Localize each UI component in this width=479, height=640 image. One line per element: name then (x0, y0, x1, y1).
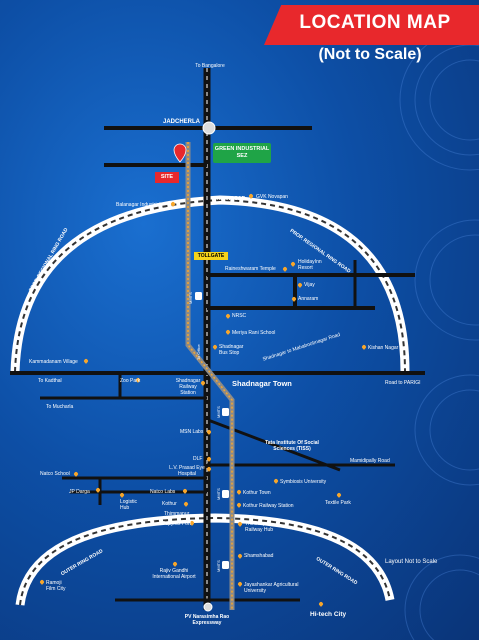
tiss-label: Tata Institute Of Social Sciences (TISS) (265, 440, 319, 452)
gvk-label: GVK Novapan (256, 194, 288, 200)
mmts-label-2: MMTS (216, 406, 221, 418)
mamidipally-road-label: Mamidipally Road (350, 458, 390, 464)
symbiosis-label: Symbiosis University (280, 479, 327, 485)
site-badge: SITE (155, 172, 179, 183)
natco-school-label: Natco School (40, 471, 70, 477)
nrsc-label: NRSC (232, 313, 247, 319)
tollgate-badge: TOLLGATE (194, 252, 228, 260)
holidayinn-label: HolidayInn Resort (298, 259, 322, 271)
to-kadthal-label: To Kadthal (38, 378, 62, 384)
annaram-label: Annaram (298, 296, 319, 302)
jadcherla-junction (202, 121, 216, 135)
natco-labs-label: Natco Labs (150, 489, 176, 495)
decorative-rings (399, 29, 479, 640)
thimmapur-hub-label: Thimmapur Railway Hub (245, 521, 274, 533)
footnote: Layout Not to Scale (385, 559, 438, 565)
title-banner (264, 5, 479, 45)
kothur-town-label: Kothur Town (243, 490, 271, 496)
regional-ring-road-dash (14, 198, 406, 373)
train-icons (195, 292, 229, 569)
to-parigi-label: Road to PARIGI (385, 380, 421, 386)
green-sez-badge: GREEN INDUSTRIAL SEZ (213, 143, 271, 163)
mmts-label-4: MMTS (216, 560, 221, 572)
map-title: LOCATION MAP (299, 12, 451, 33)
vijay-label: Vijay (304, 282, 315, 288)
mmts-label-1: MMTS (188, 292, 193, 304)
airport-label: Rajiv Gandhi International Airport (152, 568, 196, 580)
kothur-label: Kothur (162, 501, 177, 507)
thimmapur-label: Thimmapur (164, 511, 190, 517)
bus-stop-label: Shadnagar Bus Stop (219, 344, 244, 356)
shadnagar-town-label: Shadnagar Town (232, 379, 292, 388)
raineshwaram-label: Raineshwaram Temple (225, 266, 276, 272)
kothur-railway-label: Kothur Railway Station (243, 503, 294, 509)
kammadanam-label: Kammadanam Village (29, 359, 78, 365)
jayashankar-label: Jayashankar Agricultural University (244, 582, 299, 594)
jp-darga-label: JP Darga (69, 489, 90, 495)
map-subtitle: (Not to Scale) (318, 46, 422, 63)
balanagar-industrial-label: Balanagar Industrial (116, 202, 161, 208)
expressway-junction (203, 602, 213, 612)
highway-bottom-label: PV Narasimha Rao Expressway (184, 614, 230, 626)
railway (185, 142, 235, 610)
meriya-label: Meriya Rani School (232, 330, 276, 336)
msn-labs-label: MSN Labs (180, 429, 204, 435)
shamshabad-label: Shamshabad (244, 553, 274, 559)
ramoji-label: Ramoji Film City (46, 580, 66, 592)
dlf-label: DLF (193, 456, 203, 462)
zoo-park-label: Zoo Park (120, 378, 141, 384)
papyrus-label: Papyrus Port (162, 521, 191, 527)
logistic-hub-label: Logistic Hub (120, 499, 137, 511)
lv-prasad-label: L.V. Prasad Eye Hospital (169, 465, 205, 477)
outer-ring-road-dash (19, 516, 391, 606)
textile-park-label: Textile Park (325, 500, 351, 506)
hitech-city-label: Hi-tech City (310, 611, 347, 618)
jadcherla-label: JADCHERLA (163, 119, 201, 125)
balanagar-label: BALANAGAR (213, 196, 246, 202)
railway-station-label: Shadnagar Railway Station (175, 378, 201, 396)
site-pin-icon (173, 143, 187, 163)
kishan-nagar-label: Kishan Nagar (368, 345, 399, 351)
to-mucharla-label: To Mucharla (46, 404, 74, 410)
highway-top-label: To Bangalore (195, 63, 225, 69)
cross-roads (10, 126, 425, 602)
mmts-label-3: MMTS (216, 488, 221, 500)
to-office-label: To Office (196, 344, 201, 360)
